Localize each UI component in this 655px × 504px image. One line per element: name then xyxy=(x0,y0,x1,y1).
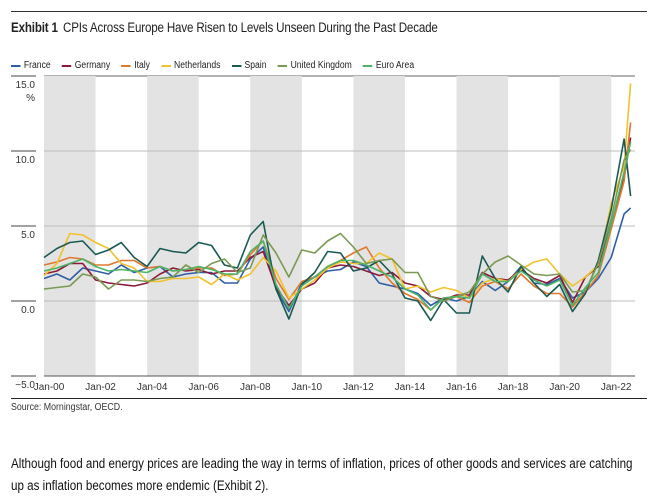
series-line-euro-area xyxy=(43,141,632,311)
legend-item-italy: Italy xyxy=(121,60,150,71)
x-tick-label: Jan-18 xyxy=(498,382,529,393)
exhibit-title: CPIs Across Europe Have Risen to Levels … xyxy=(63,20,438,35)
legend-item-spain: Spain xyxy=(231,60,267,71)
legend-label: Spain xyxy=(244,60,267,71)
legend-label: Germany xyxy=(74,60,111,71)
legend-label: Netherlands xyxy=(174,60,221,71)
legend-item-france: France xyxy=(11,60,51,71)
source-note: Source: Morningstar, OECD. xyxy=(11,402,123,413)
x-tick-label: Jan-00 xyxy=(34,382,65,393)
legend-swatch xyxy=(277,64,288,67)
series-line-netherlands xyxy=(43,83,632,299)
legend-swatch xyxy=(121,64,131,67)
legend-swatch xyxy=(161,64,171,67)
y-unit-label: % xyxy=(26,93,35,104)
body-paragraph: Although food and energy prices are lead… xyxy=(11,456,633,493)
series-line-france xyxy=(43,207,632,313)
legend-swatch xyxy=(231,64,242,67)
legend-label: France xyxy=(23,60,51,71)
y-tick-label: 15.0 xyxy=(16,80,36,91)
x-tick-label: Jan-22 xyxy=(601,382,632,393)
x-tick-label: Jan-08 xyxy=(240,382,271,393)
y-tick-label: 5.0 xyxy=(21,230,35,241)
x-tick-label: Jan-14 xyxy=(395,382,426,393)
legend-label: Italy xyxy=(134,60,150,71)
x-tick-label: Jan-16 xyxy=(446,382,477,393)
series-line-germany xyxy=(43,137,632,307)
y-tick-label: 0.0 xyxy=(21,305,35,316)
legend-label: Euro Area xyxy=(375,60,415,71)
series-line-spain xyxy=(43,138,632,322)
top-rule xyxy=(11,11,647,12)
chart-title: Exhibit 1 CPIs Across Europe Have Risen t… xyxy=(11,20,438,35)
legend-item-euro-area: Euro Area xyxy=(362,60,415,71)
legend-label: United Kingdom xyxy=(290,60,352,71)
x-tick-label: Jan-10 xyxy=(292,382,323,393)
legend: France Germany Italy Netherlands Spain U… xyxy=(11,60,414,71)
exhibit-label: Exhibit 1 xyxy=(11,20,58,35)
line-chart: 15.0 10.0 5.0 0.0 −5.0% Jan-00 Jan-02 Jan-04 Jan… xyxy=(11,75,635,393)
y-tick-label: 10.0 xyxy=(16,155,36,166)
legend-item-germany: Germany xyxy=(61,60,111,71)
series-line-united-kingdom xyxy=(43,149,632,302)
x-tick-label: Jan-06 xyxy=(188,382,219,393)
x-tick-label: Jan-20 xyxy=(549,382,580,393)
legend-item-netherlands: Netherlands xyxy=(161,60,220,71)
bottom-rule xyxy=(11,398,647,399)
legend-swatch xyxy=(61,64,72,67)
legend-item-united-kingdom: United Kingdom xyxy=(277,60,352,71)
legend-swatch xyxy=(362,64,373,67)
x-tick-label: Jan-12 xyxy=(343,382,374,393)
y-tick-label: −5.0 xyxy=(15,380,35,391)
x-tick-label: Jan-04 xyxy=(137,382,168,393)
x-tick-label: Jan-02 xyxy=(85,382,116,393)
legend-swatch xyxy=(11,64,21,67)
